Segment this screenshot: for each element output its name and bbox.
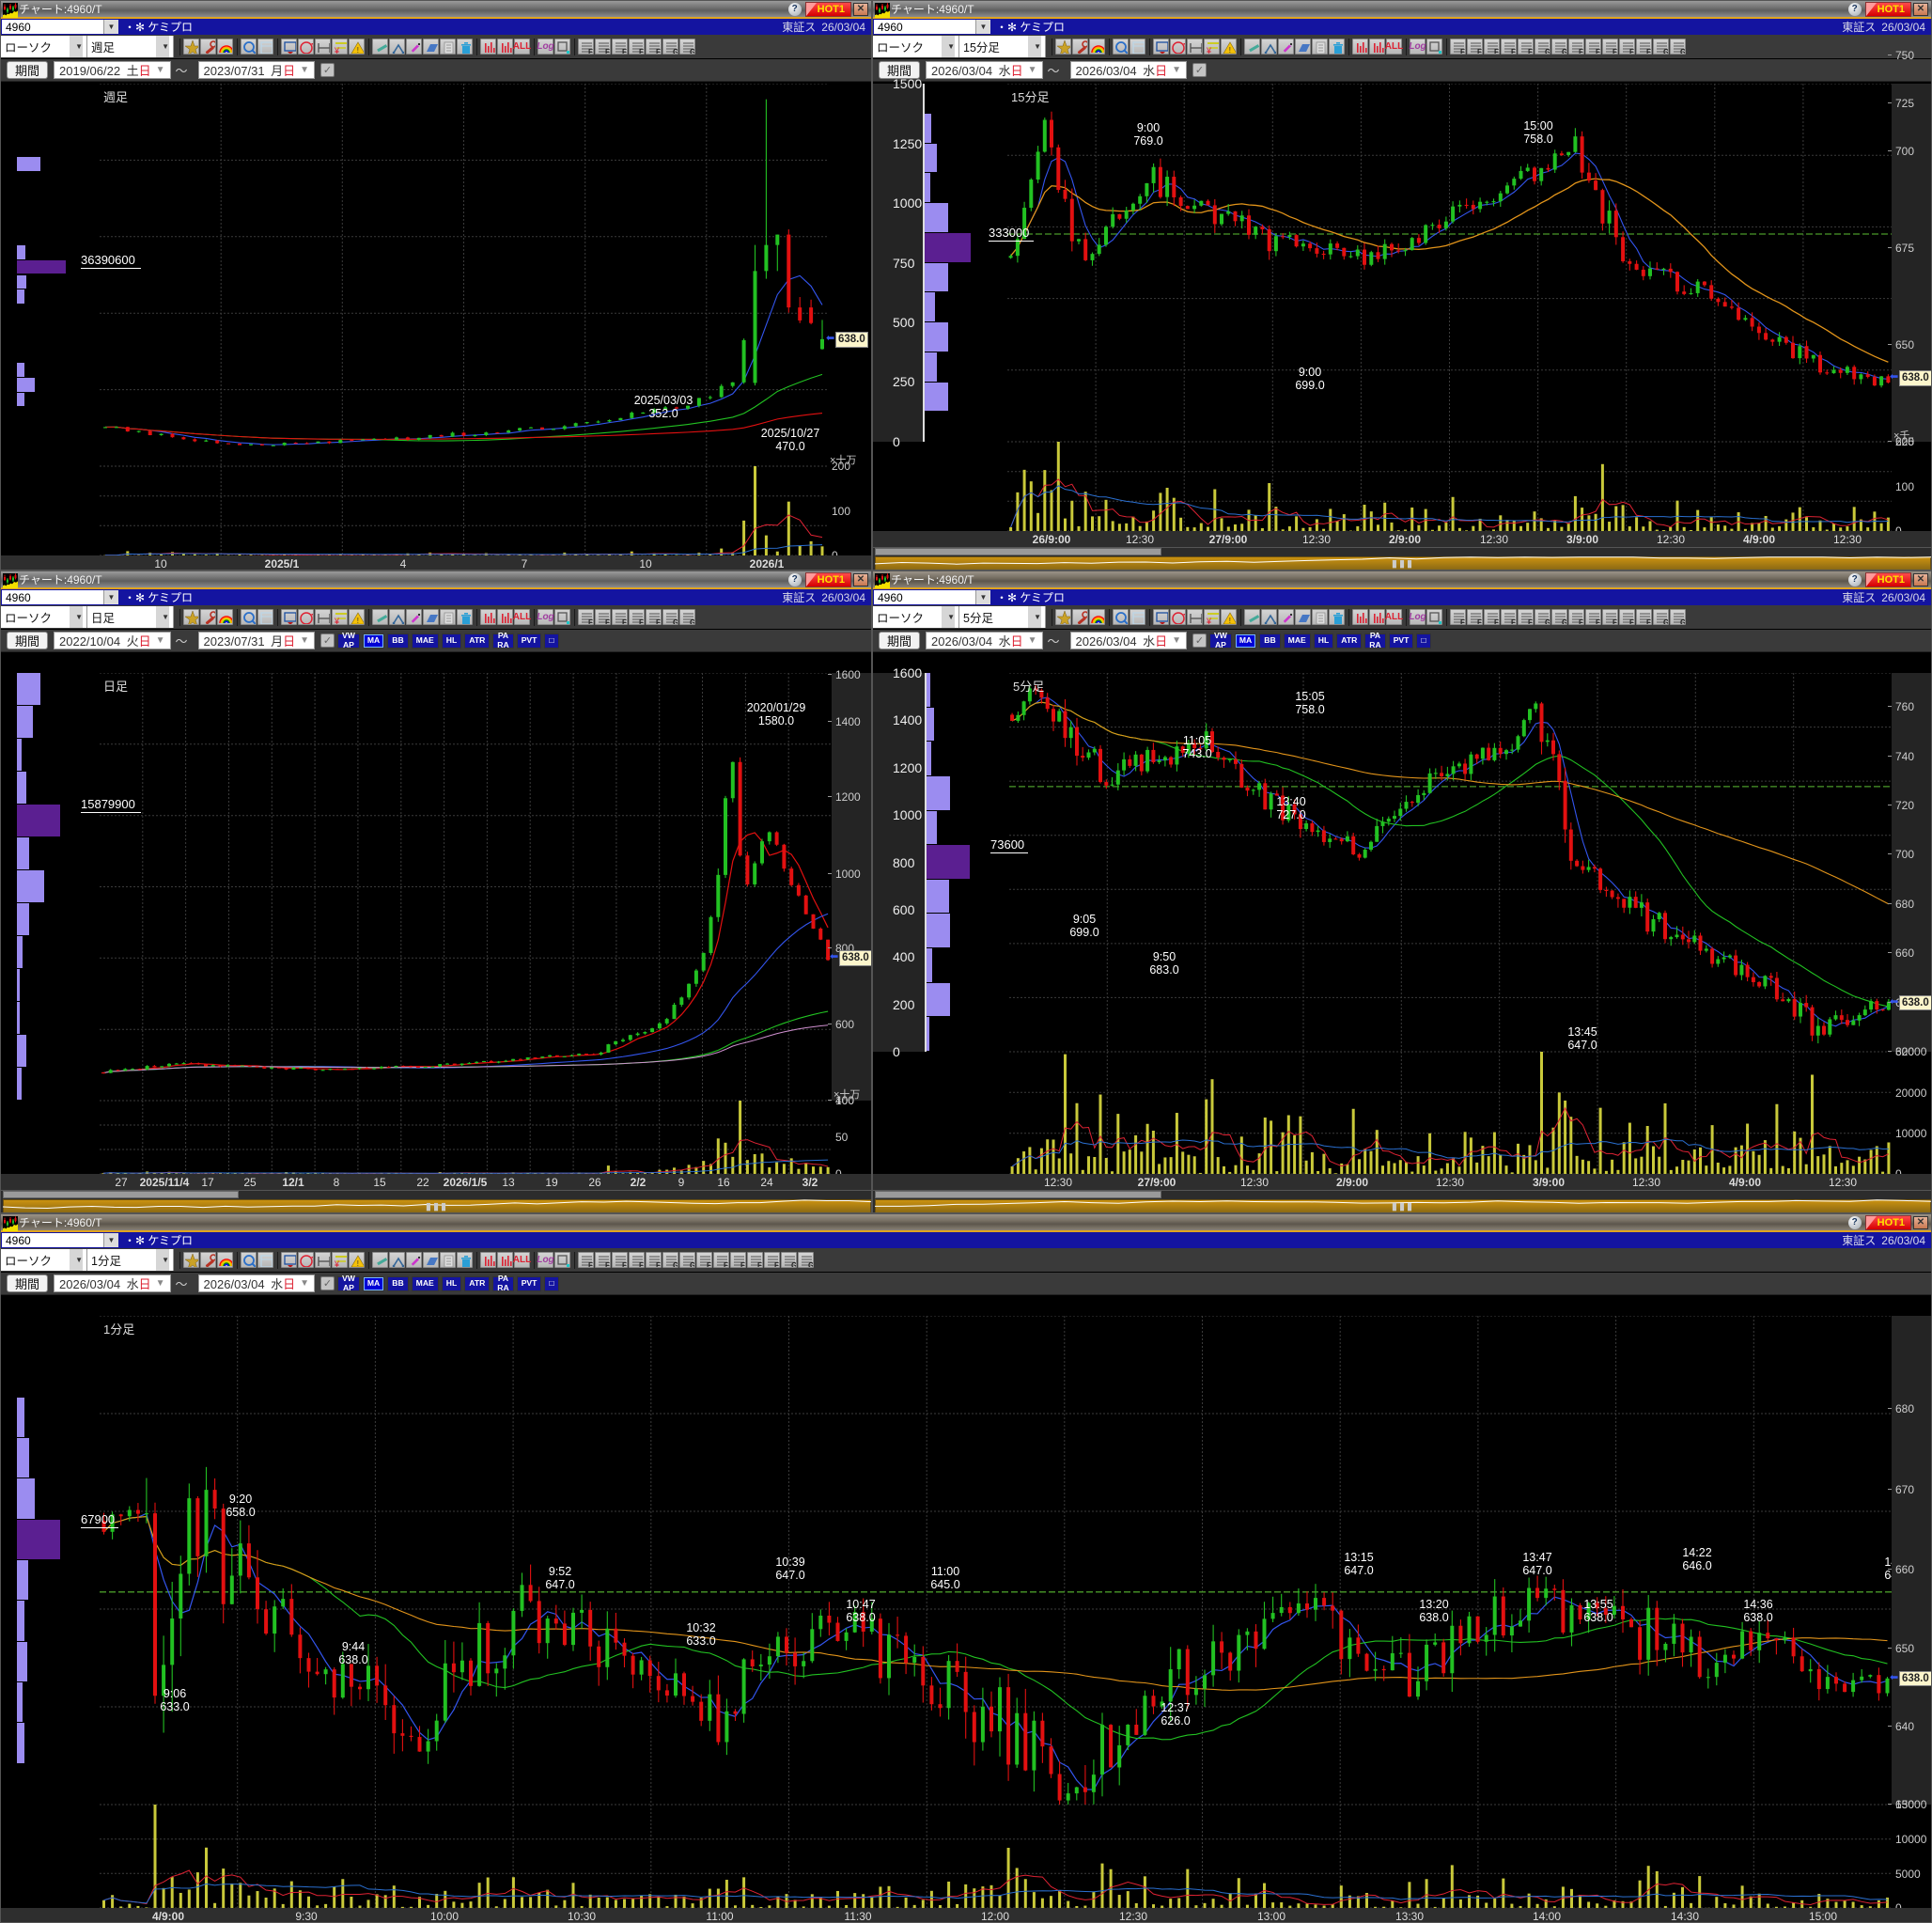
- svg-text:G: G: [1680, 48, 1685, 54]
- svg-text:G: G: [690, 618, 694, 624]
- svg-text:G: G: [1663, 618, 1668, 624]
- svg-text:F: F: [639, 618, 644, 624]
- svg-text:F: F: [1460, 618, 1465, 624]
- svg-text:¥: ¥: [334, 617, 340, 624]
- svg-text:!: !: [356, 1259, 358, 1267]
- svg-text:F: F: [740, 1261, 745, 1267]
- svg-text:G: G: [1680, 618, 1685, 624]
- svg-text:G: G: [673, 48, 678, 54]
- svg-text:F: F: [1596, 48, 1600, 54]
- svg-text:G: G: [1663, 48, 1668, 54]
- svg-text:F: F: [1596, 618, 1600, 624]
- svg-text:G: G: [673, 1261, 678, 1267]
- svg-text:¥: ¥: [1206, 46, 1212, 54]
- svg-text:F: F: [1477, 618, 1482, 624]
- svg-text:F: F: [656, 618, 661, 624]
- svg-text:F: F: [1494, 618, 1499, 624]
- svg-text:¥: ¥: [334, 46, 340, 54]
- svg-text:G: G: [1545, 618, 1550, 624]
- svg-text:F: F: [1511, 48, 1516, 54]
- svg-text:F: F: [588, 48, 593, 54]
- svg-text:G: G: [690, 1261, 694, 1267]
- svg-text:!: !: [1228, 46, 1230, 54]
- svg-text:F: F: [605, 48, 610, 54]
- svg-text:G: G: [808, 1261, 813, 1267]
- svg-text:F: F: [1511, 618, 1516, 624]
- svg-text:F: F: [1646, 48, 1651, 54]
- svg-text:!: !: [1228, 617, 1230, 624]
- svg-text:!: !: [356, 46, 358, 54]
- svg-text:F: F: [622, 1261, 627, 1267]
- svg-text:F: F: [622, 618, 627, 624]
- svg-text:F: F: [1613, 618, 1617, 624]
- svg-text:F: F: [639, 48, 644, 54]
- svg-text:F: F: [1629, 618, 1634, 624]
- svg-text:F: F: [1646, 618, 1651, 624]
- svg-text:F: F: [757, 1261, 762, 1267]
- svg-text:F: F: [605, 618, 610, 624]
- svg-text:F: F: [1579, 618, 1583, 624]
- svg-text:F: F: [656, 1261, 661, 1267]
- svg-text:F: F: [656, 48, 661, 54]
- svg-text:¥: ¥: [1206, 617, 1212, 624]
- svg-text:G: G: [1562, 618, 1566, 624]
- svg-text:G: G: [690, 48, 694, 54]
- svg-text:F: F: [707, 1261, 711, 1267]
- svg-text:F: F: [1460, 48, 1465, 54]
- svg-text:F: F: [1629, 48, 1634, 54]
- svg-text:F: F: [1528, 48, 1533, 54]
- svg-text:F: F: [1613, 48, 1617, 54]
- svg-text:F: F: [622, 48, 627, 54]
- svg-text:¥: ¥: [334, 1259, 340, 1267]
- svg-text:F: F: [1477, 48, 1482, 54]
- svg-text:F: F: [588, 618, 593, 624]
- svg-text:F: F: [1579, 48, 1583, 54]
- svg-text:F: F: [1528, 618, 1533, 624]
- svg-text:G: G: [1545, 48, 1550, 54]
- svg-text:F: F: [724, 1261, 728, 1267]
- svg-text:!: !: [356, 617, 358, 624]
- svg-text:G: G: [673, 618, 678, 624]
- svg-text:F: F: [605, 1261, 610, 1267]
- svg-text:F: F: [1494, 48, 1499, 54]
- svg-text:F: F: [639, 1261, 644, 1267]
- svg-text:F: F: [774, 1261, 779, 1267]
- svg-text:F: F: [588, 1261, 593, 1267]
- svg-text:G: G: [1562, 48, 1566, 54]
- svg-text:G: G: [791, 1261, 796, 1267]
